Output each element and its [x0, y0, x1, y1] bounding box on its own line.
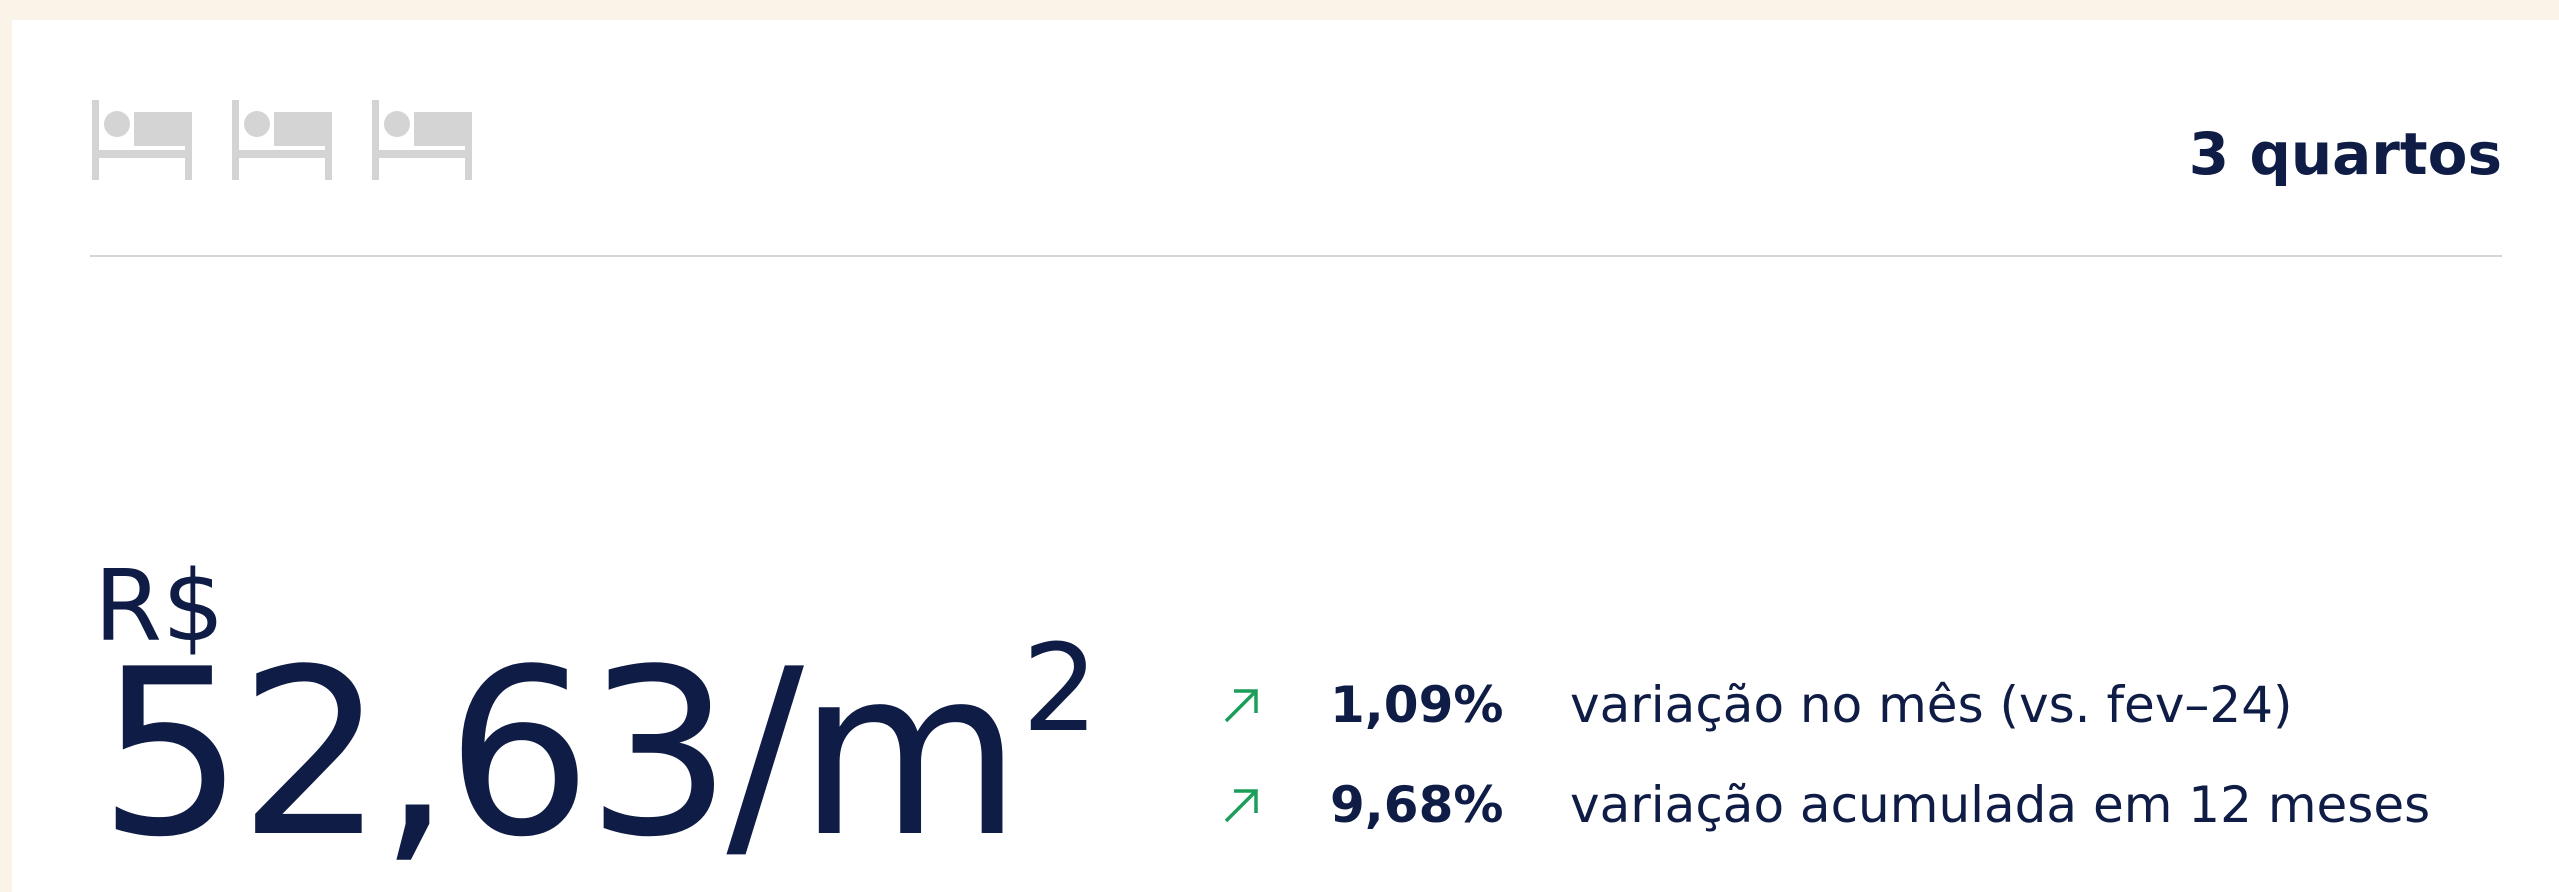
stat-label: variação no mês (vs. fev–24)	[1570, 676, 2293, 734]
currency: R$	[94, 550, 225, 664]
up-arrow	[1224, 789, 1258, 823]
price: 52,63/m2	[98, 630, 1098, 870]
bed-icons	[90, 100, 474, 180]
up-arrow	[1224, 689, 1258, 723]
card: 3 quartos R$ 52,63/m2 1,09% variação no m…	[12, 20, 2559, 892]
stat-value: 9,68%	[1330, 776, 1504, 834]
stat-value: 1,09%	[1330, 676, 1504, 734]
price-amount: 52,63	[98, 621, 732, 888]
stat-row: 1,09% variação no mês (vs. fev–24)	[1222, 675, 2293, 735]
bed-icon	[92, 100, 192, 180]
bed-icon	[372, 100, 472, 180]
divider	[90, 255, 2502, 257]
stat-row: 9,68% variação acumulada em 12 meses	[1222, 775, 2430, 835]
price-unit: /m	[726, 621, 1022, 888]
rooms-label: 3 quartos	[2188, 120, 2502, 188]
stat-label: variação acumulada em 12 meses	[1570, 776, 2431, 834]
bed-icon	[232, 100, 332, 180]
price-exponent: 2	[1022, 620, 1098, 759]
